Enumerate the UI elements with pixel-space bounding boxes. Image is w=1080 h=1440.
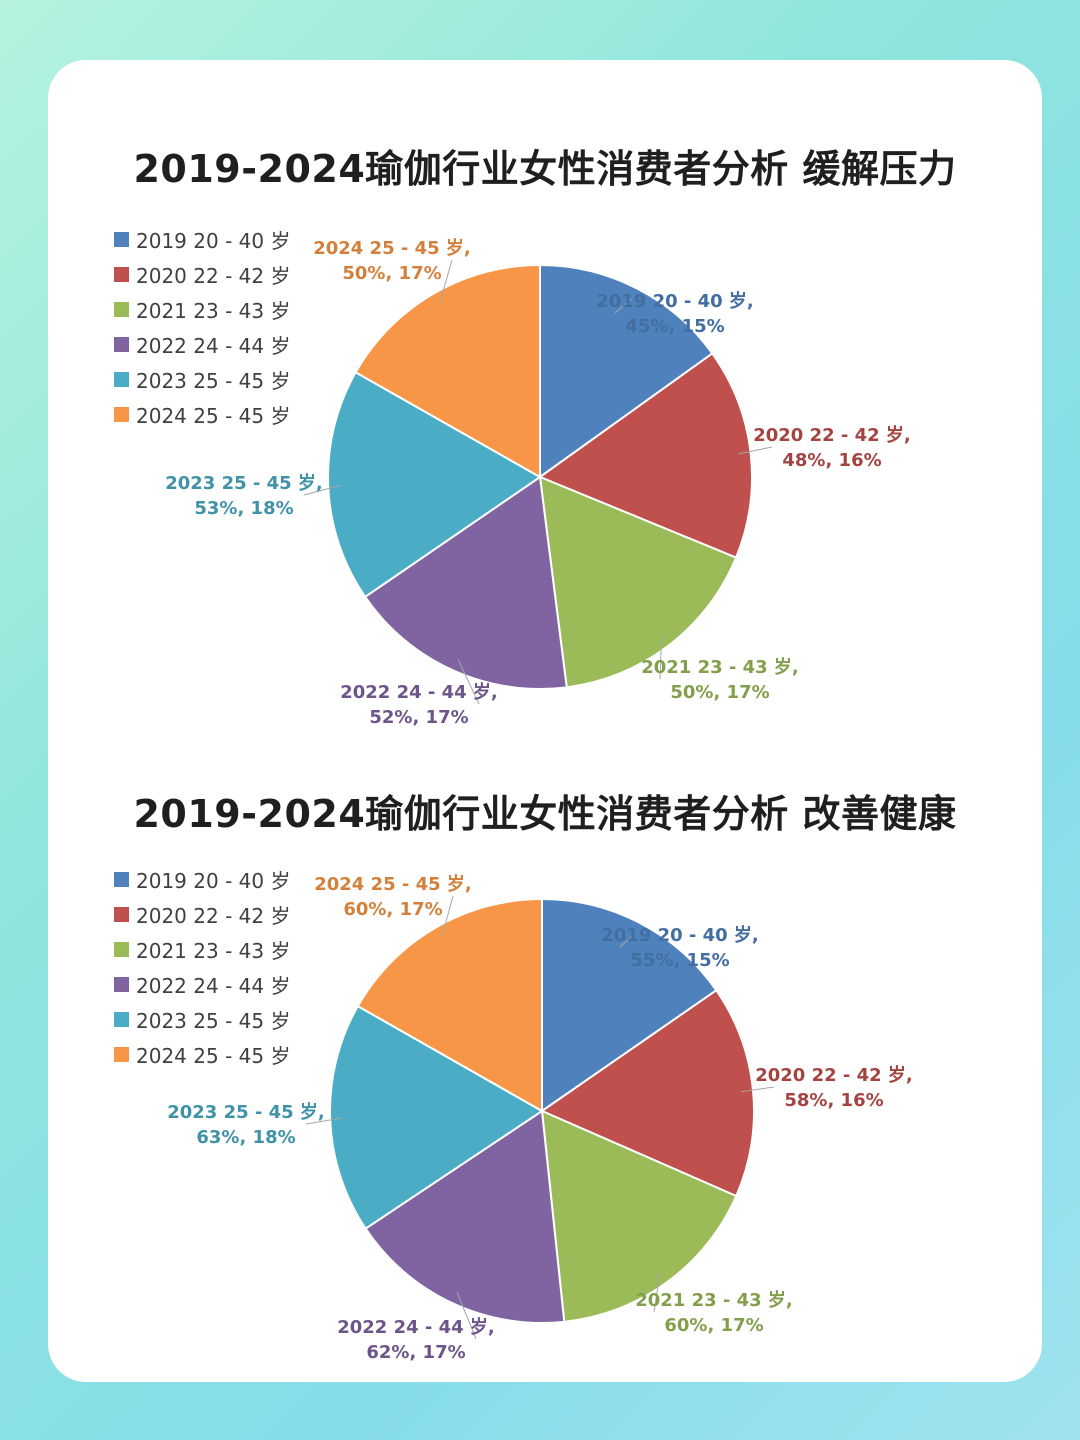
leader-line bbox=[441, 895, 454, 939]
leader-line bbox=[303, 484, 341, 496]
legend-label: 2022 24 - 44 岁 bbox=[136, 974, 291, 998]
pie-chart-stress: 2019 20 - 40 岁, 45%, 15% 2020 22 - 42 岁, 48… bbox=[165, 237, 911, 728]
leader-line bbox=[738, 446, 773, 455]
data-label-name: 2024 25 - 45 岁, bbox=[313, 237, 471, 259]
leader-line bbox=[659, 635, 663, 680]
legend-item: 2021 23 - 43 岁 bbox=[114, 292, 290, 327]
data-label-name: 2020 22 - 42 岁, bbox=[753, 424, 911, 446]
data-label-name: 2023 25 - 45 岁, bbox=[165, 472, 323, 494]
pie-slice bbox=[329, 1004, 544, 1230]
legend-item: 2021 23 - 43 岁 bbox=[114, 932, 290, 967]
pie-slice bbox=[327, 370, 542, 599]
data-label-value: 45%, 15% bbox=[625, 316, 724, 337]
data-label-name: 2019 20 - 40 岁, bbox=[601, 924, 759, 946]
legend-label: 2024 25 - 45 岁 bbox=[136, 1044, 291, 1068]
data-label-value: 60%, 17% bbox=[664, 1315, 763, 1336]
legend-item: 2024 25 - 45 岁 bbox=[114, 397, 290, 432]
legend-label: 2023 25 - 45 岁 bbox=[136, 1009, 291, 1033]
legend-item: 2020 22 - 42 岁 bbox=[114, 257, 290, 292]
pie-slice bbox=[364, 1109, 566, 1325]
legend-swatch bbox=[114, 942, 129, 957]
leader-line bbox=[305, 1117, 343, 1125]
leader-line bbox=[614, 298, 632, 314]
legend-label: 2022 24 - 44 岁 bbox=[136, 334, 291, 358]
chart-title: 2019-2024瑜伽行业女性消费者分析 改善健康 bbox=[133, 792, 957, 836]
legend-item: 2023 25 - 45 岁 bbox=[114, 1002, 290, 1037]
legend-swatch bbox=[114, 872, 129, 887]
leader-line bbox=[741, 1086, 775, 1093]
legend: 2019 20 - 40 岁 2020 22 - 42 岁 2021 23 - … bbox=[114, 862, 290, 1072]
chart-card: 2019-2024瑜伽行业女性消费者分析 缓解压力 2019 20 - 40 岁… bbox=[48, 60, 1042, 1382]
data-label-name: 2021 23 - 43 岁, bbox=[635, 1289, 793, 1311]
legend-item: 2024 25 - 45 岁 bbox=[114, 1037, 290, 1072]
legend-item: 2020 22 - 42 岁 bbox=[114, 897, 290, 932]
legend-swatch bbox=[114, 267, 129, 282]
legend-item: 2019 20 - 40 岁 bbox=[114, 222, 290, 257]
legend-swatch bbox=[114, 302, 129, 317]
leader-line bbox=[457, 659, 480, 705]
legend-swatch bbox=[114, 372, 129, 387]
legend-swatch bbox=[114, 407, 129, 422]
pie-slice bbox=[540, 1109, 738, 1323]
legend-label: 2019 20 - 40 岁 bbox=[136, 229, 291, 253]
data-label-value: 60%, 17% bbox=[343, 899, 442, 920]
legend-label: 2020 22 - 42 岁 bbox=[136, 904, 291, 928]
data-label-name: 2019 20 - 40 岁, bbox=[596, 290, 754, 312]
data-label-name: 2020 22 - 42 岁, bbox=[755, 1064, 913, 1086]
legend-item: 2023 25 - 45 岁 bbox=[114, 362, 290, 397]
legend-label: 2019 20 - 40 岁 bbox=[136, 869, 291, 893]
data-label-value: 50%, 17% bbox=[342, 263, 441, 284]
pie-slice bbox=[537, 352, 754, 559]
legend-label: 2020 22 - 42 岁 bbox=[136, 264, 291, 288]
pie-slice bbox=[354, 263, 541, 479]
pie-slice bbox=[363, 475, 568, 690]
legend-label: 2021 23 - 43 岁 bbox=[136, 939, 291, 963]
pie-chart-block-stress: 2019-2024瑜伽行业女性消费者分析 缓解压力 2019 20 - 40 岁… bbox=[48, 60, 1042, 728]
data-label-value: 53%, 18% bbox=[194, 498, 293, 519]
data-label-value: 58%, 16% bbox=[784, 1090, 883, 1111]
pie-slice bbox=[539, 988, 755, 1198]
legend-item: 2022 24 - 44 岁 bbox=[114, 967, 290, 1002]
legend-label: 2023 25 - 45 岁 bbox=[136, 369, 291, 393]
data-label-value: 63%, 18% bbox=[196, 1127, 295, 1148]
legend-swatch bbox=[114, 1047, 129, 1062]
data-label-value: 52%, 17% bbox=[369, 707, 468, 728]
pie-slice bbox=[538, 475, 738, 689]
legend-item: 2019 20 - 40 岁 bbox=[114, 862, 290, 897]
pie-slice bbox=[541, 897, 718, 1113]
data-label-value: 62%, 17% bbox=[366, 1342, 465, 1363]
legend-swatch bbox=[114, 907, 129, 922]
data-label-name: 2022 24 - 44 岁, bbox=[340, 681, 498, 703]
data-label-value: 48%, 16% bbox=[782, 450, 881, 471]
legend-swatch bbox=[114, 232, 129, 247]
leader-line bbox=[653, 1272, 661, 1313]
data-label-name: 2023 25 - 45 岁, bbox=[167, 1101, 325, 1123]
data-label-name: 2022 24 - 44 岁, bbox=[337, 1316, 495, 1338]
legend-swatch bbox=[114, 1012, 129, 1027]
data-label-value: 55%, 15% bbox=[630, 950, 729, 971]
legend: 2019 20 - 40 岁 2020 22 - 42 岁 2021 23 - … bbox=[114, 222, 290, 432]
chart-title: 2019-2024瑜伽行业女性消费者分析 缓解压力 bbox=[133, 147, 957, 191]
legend-label: 2024 25 - 45 岁 bbox=[136, 404, 291, 428]
pie-slice bbox=[539, 263, 714, 479]
data-label-name: 2024 25 - 45 岁, bbox=[314, 873, 472, 895]
legend-swatch bbox=[114, 977, 129, 992]
legend-swatch bbox=[114, 337, 129, 352]
data-label-value: 50%, 17% bbox=[670, 682, 769, 703]
pie-chart-block-health: 2019-2024瑜伽行业女性消费者分析 改善健康 2019 20 - 40 岁… bbox=[48, 705, 1042, 1363]
leader-line bbox=[456, 1291, 477, 1340]
legend-item: 2022 24 - 44 岁 bbox=[114, 327, 290, 362]
data-label-name: 2021 23 - 43 岁, bbox=[641, 656, 799, 678]
pie-slice bbox=[356, 897, 543, 1113]
leader-line bbox=[438, 259, 453, 305]
leader-line bbox=[619, 933, 636, 948]
pie-chart-health: 2019 20 - 40 岁, 55%, 15% 2020 22 - 42 岁, 58… bbox=[167, 873, 913, 1363]
legend-label: 2021 23 - 43 岁 bbox=[136, 299, 291, 323]
